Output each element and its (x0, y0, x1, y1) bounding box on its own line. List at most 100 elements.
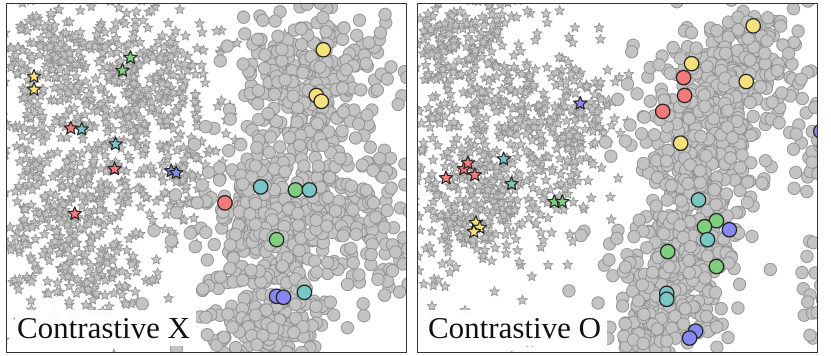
highlighted-circle (672, 135, 689, 152)
star-marker (589, 137, 601, 148)
circle-marker (169, 206, 183, 220)
circle-marker (223, 261, 237, 275)
star-marker (463, 52, 475, 64)
star-marker (542, 212, 554, 223)
star-marker (480, 112, 492, 123)
star-marker (50, 116, 62, 127)
star-marker (62, 271, 74, 282)
star-marker (418, 13, 426, 24)
circle-marker (293, 138, 307, 152)
star-marker (54, 64, 66, 75)
star-marker (465, 85, 477, 96)
star-marker (33, 129, 44, 140)
star-marker (119, 280, 131, 291)
circle-marker (808, 100, 817, 115)
circle-marker (637, 110, 651, 124)
star-marker (92, 105, 103, 116)
star-marker (128, 91, 140, 102)
circle-marker (370, 83, 385, 97)
star-marker (541, 17, 553, 28)
circle-marker (402, 205, 406, 218)
star-marker (83, 218, 94, 229)
star-marker (567, 37, 579, 48)
embedding-plot-right (418, 4, 817, 352)
star-marker (589, 89, 601, 100)
star-marker (10, 49, 22, 60)
star-marker (47, 171, 59, 182)
circle-marker (221, 307, 235, 321)
star-marker (188, 212, 200, 223)
star-marker (535, 115, 547, 126)
circle-marker (795, 265, 809, 280)
circle-marker (772, 116, 786, 130)
star-marker (528, 79, 539, 90)
star-marker (199, 77, 211, 88)
circle-marker (188, 240, 202, 254)
star-marker (83, 142, 95, 153)
star-marker (442, 198, 454, 209)
star-marker (476, 43, 487, 54)
star-marker (561, 115, 573, 126)
star-marker (435, 4, 442, 9)
circle-marker (362, 36, 376, 50)
star-marker (43, 288, 54, 299)
star-marker (551, 143, 562, 154)
star-marker (211, 25, 222, 36)
star-marker (132, 183, 143, 194)
star-marker (41, 156, 53, 167)
star-marker (561, 91, 572, 102)
star-marker (179, 214, 190, 225)
circle-marker (618, 317, 632, 331)
star-marker (116, 289, 128, 300)
circle-marker (213, 54, 227, 68)
star-marker (69, 30, 81, 41)
star-marker (156, 78, 168, 89)
circle-marker (316, 10, 330, 25)
circle-marker (731, 22, 745, 37)
star-marker (513, 39, 524, 50)
star-marker (93, 56, 105, 67)
star-marker (70, 71, 82, 82)
star-marker (537, 234, 549, 245)
star-marker (152, 267, 163, 278)
star-marker (170, 25, 181, 36)
circle-marker (666, 40, 680, 55)
circle-marker (707, 183, 721, 197)
star-marker (465, 184, 477, 196)
star-marker (7, 113, 9, 115)
star-marker (155, 66, 167, 77)
star-marker (566, 104, 577, 115)
highlighted-star (107, 161, 122, 176)
star-marker (138, 4, 146, 6)
star-marker (74, 222, 86, 234)
star-marker (445, 97, 456, 108)
star-marker (435, 210, 446, 221)
star-marker (82, 206, 93, 217)
star-marker (85, 236, 97, 247)
circle-marker (731, 301, 745, 315)
star-marker (527, 173, 539, 184)
star-marker (106, 4, 114, 6)
circle-marker (164, 234, 178, 248)
highlighted-circle (699, 231, 716, 248)
star-marker (559, 160, 571, 172)
circle-marker (322, 170, 337, 184)
star-marker (428, 280, 439, 291)
circle-marker (718, 46, 733, 60)
star-marker (476, 11, 488, 22)
circle-marker (761, 11, 775, 25)
star-marker (515, 45, 526, 56)
star-marker (448, 60, 459, 71)
circle-marker (803, 328, 817, 342)
star-marker (439, 111, 451, 122)
circle-marker (646, 265, 660, 280)
star-marker (90, 73, 101, 84)
star-marker (535, 134, 547, 145)
star-marker (83, 88, 95, 99)
star-marker (418, 144, 428, 155)
star-marker (471, 243, 483, 254)
star-marker (231, 37, 243, 48)
star-marker (69, 188, 81, 199)
star-marker (485, 161, 496, 172)
circle-marker (391, 97, 405, 111)
